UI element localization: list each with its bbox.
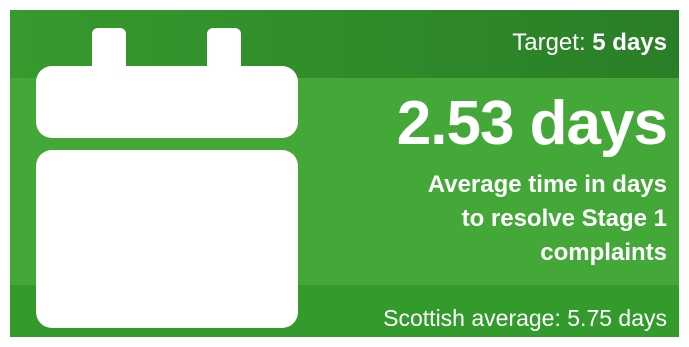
stat-card: Target: 5 days 2.53 days Average time in… bbox=[10, 10, 679, 337]
target-text: Target: 5 days bbox=[512, 29, 667, 57]
description-line: Average time in days bbox=[427, 171, 667, 198]
target-label: Target: bbox=[512, 29, 586, 56]
description-line: to resolve Stage 1 bbox=[461, 205, 667, 232]
description: Average time in days to resolve Stage 1 … bbox=[367, 168, 667, 270]
description-line: complaints bbox=[540, 239, 667, 266]
target-value: 5 days bbox=[592, 29, 667, 56]
calendar-icon bbox=[36, 28, 298, 328]
headline-value: 2.53 days bbox=[396, 89, 668, 158]
scottish-average: Scottish average: 5.75 days bbox=[383, 305, 667, 331]
